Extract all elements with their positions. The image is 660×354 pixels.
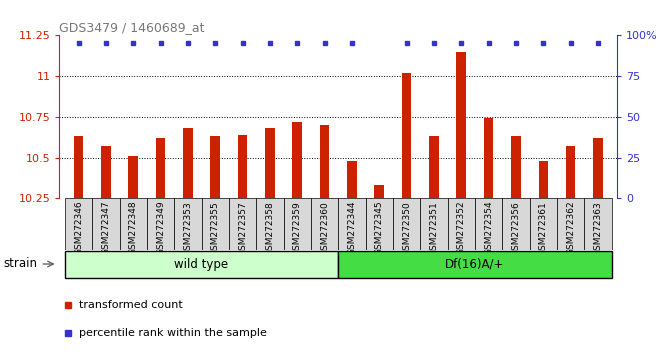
Bar	[566, 146, 576, 198]
Text: GSM272352: GSM272352	[457, 201, 466, 256]
Text: GSM272347: GSM272347	[102, 201, 110, 256]
Bar	[156, 138, 166, 198]
Bar	[338, 198, 366, 250]
Text: GSM272362: GSM272362	[566, 201, 575, 256]
Bar	[292, 122, 302, 198]
Text: GSM272356: GSM272356	[512, 201, 521, 256]
Bar	[211, 136, 220, 198]
Bar	[475, 198, 502, 250]
Bar	[92, 198, 119, 250]
Text: GSM272350: GSM272350	[402, 201, 411, 256]
Bar	[393, 198, 420, 250]
Bar	[320, 125, 329, 198]
Text: GSM272355: GSM272355	[211, 201, 220, 256]
Bar	[311, 198, 338, 250]
Bar	[119, 198, 147, 250]
Bar	[502, 198, 529, 250]
Bar	[484, 119, 494, 198]
Bar	[347, 161, 356, 198]
Bar	[284, 198, 311, 250]
Text: GSM272344: GSM272344	[347, 201, 356, 255]
Text: GSM272349: GSM272349	[156, 201, 165, 256]
Bar	[65, 198, 92, 250]
Bar	[74, 136, 83, 198]
Text: GSM272345: GSM272345	[375, 201, 383, 256]
Bar	[374, 185, 384, 198]
Text: GSM272348: GSM272348	[129, 201, 138, 256]
Bar	[447, 198, 475, 250]
Text: wild type: wild type	[174, 257, 228, 270]
Text: GSM272357: GSM272357	[238, 201, 247, 256]
Text: strain: strain	[3, 257, 37, 270]
Bar	[229, 198, 256, 250]
Text: GSM272353: GSM272353	[183, 201, 192, 256]
Bar	[256, 198, 284, 250]
Text: GSM272358: GSM272358	[265, 201, 275, 256]
Bar	[511, 136, 521, 198]
Bar	[101, 146, 111, 198]
Bar	[420, 198, 447, 250]
Text: GSM272360: GSM272360	[320, 201, 329, 256]
Bar	[265, 128, 275, 198]
Bar	[174, 198, 201, 250]
Bar	[529, 198, 557, 250]
Text: transformed count: transformed count	[79, 299, 183, 310]
Text: GSM272359: GSM272359	[293, 201, 302, 256]
Bar	[338, 251, 612, 278]
Text: GSM272363: GSM272363	[593, 201, 603, 256]
Text: Df(16)A/+: Df(16)A/+	[446, 257, 505, 270]
Bar	[129, 156, 138, 198]
Bar	[402, 73, 411, 198]
Bar	[584, 198, 612, 250]
Bar	[183, 128, 193, 198]
Text: percentile rank within the sample: percentile rank within the sample	[79, 327, 267, 338]
Text: GSM272351: GSM272351	[430, 201, 438, 256]
Bar	[593, 138, 603, 198]
Bar	[539, 161, 548, 198]
Bar	[457, 52, 466, 198]
Bar	[429, 136, 439, 198]
Text: GSM272346: GSM272346	[74, 201, 83, 256]
Text: GDS3479 / 1460689_at: GDS3479 / 1460689_at	[59, 21, 205, 34]
Text: GSM272361: GSM272361	[539, 201, 548, 256]
Bar	[366, 198, 393, 250]
Bar	[557, 198, 584, 250]
Bar	[65, 251, 338, 278]
Bar	[147, 198, 174, 250]
Text: GSM272354: GSM272354	[484, 201, 493, 256]
Bar	[238, 135, 248, 198]
Bar	[201, 198, 229, 250]
